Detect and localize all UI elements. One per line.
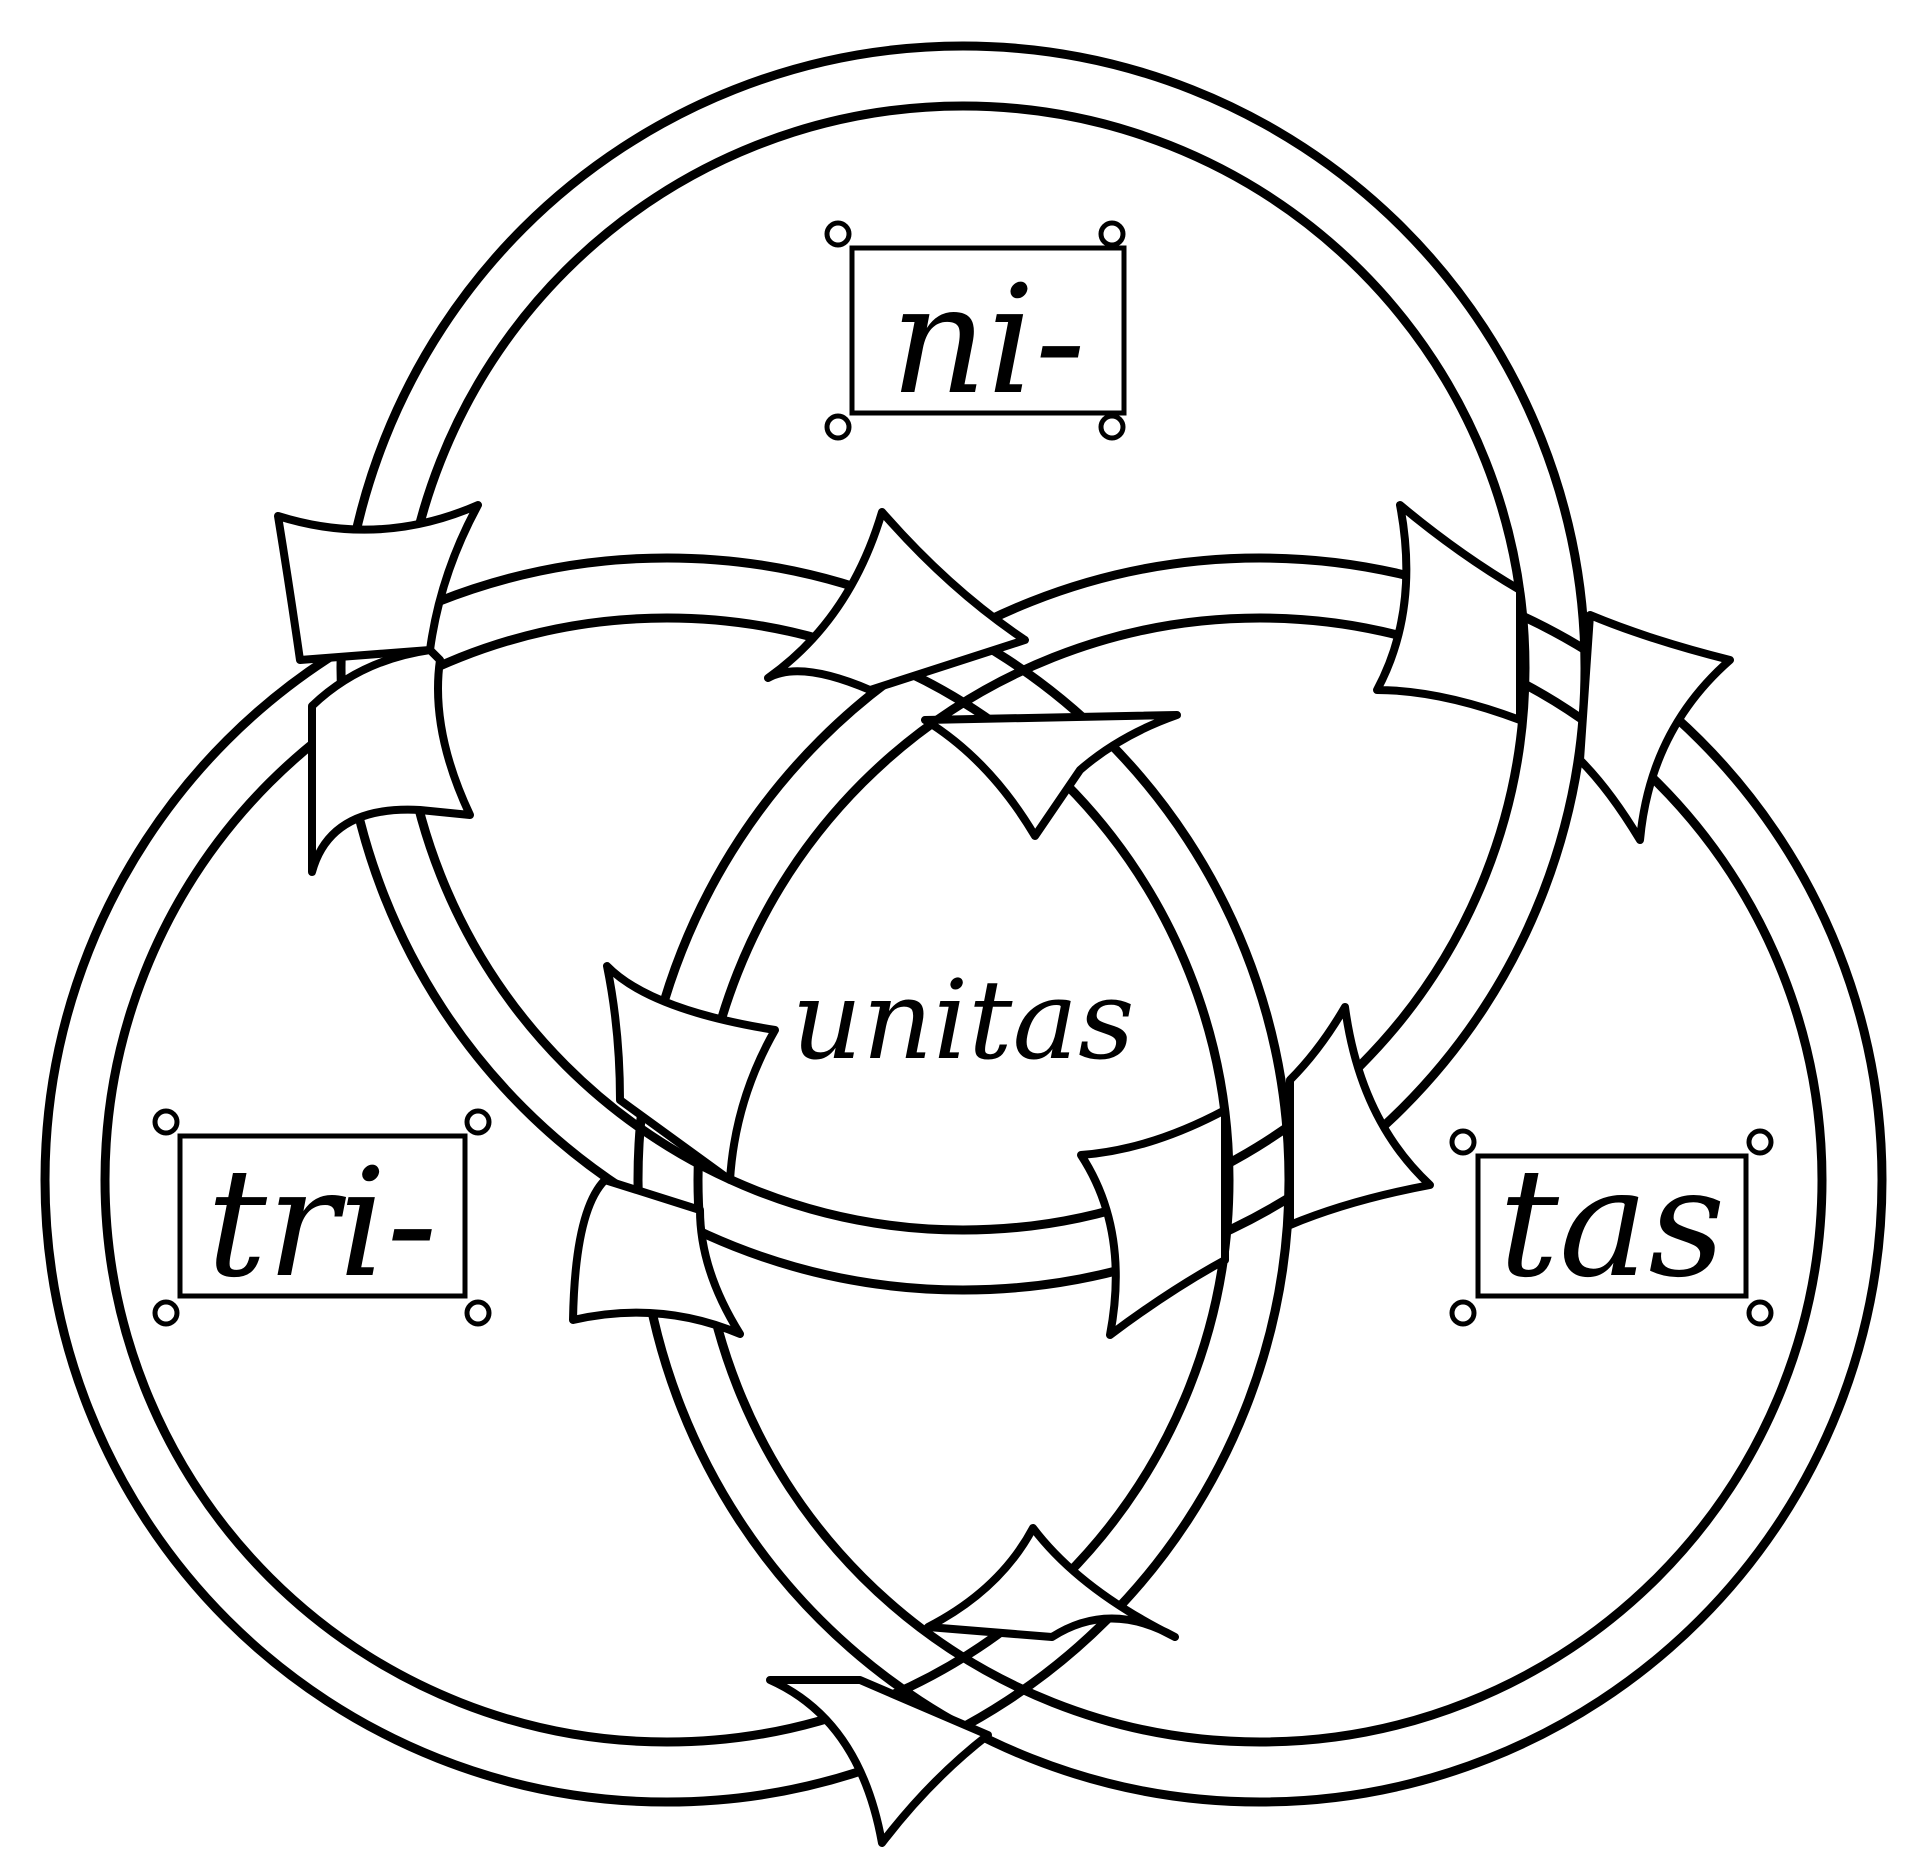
label-center: unitas [791, 956, 1134, 1084]
label-frame-top [824, 220, 1127, 441]
label-top: ni- [890, 254, 1085, 428]
arrowhead-right-center [1286, 1003, 1434, 1229]
frame-corner [824, 413, 852, 441]
ring-right [633, 553, 1887, 1807]
label-frame-left [152, 1108, 492, 1327]
frame-corner [464, 1108, 492, 1136]
label-left: tri- [207, 1137, 438, 1311]
frame-corner [1098, 220, 1126, 248]
arrowhead-center-left [603, 962, 779, 1184]
frame-corner [1449, 1128, 1477, 1156]
frame-corner [824, 220, 852, 248]
arrowhead-top-right [1373, 501, 1524, 724]
arrowhead-bottom-left [766, 1675, 992, 1847]
arrowhead-left-bottom [569, 1176, 744, 1338]
frame-corner [152, 1108, 180, 1136]
arrowhead-top-left [274, 501, 482, 664]
ring-right-outer [633, 553, 1887, 1807]
arrowhead-center-right [921, 711, 1181, 840]
label-right: tas [1499, 1137, 1726, 1311]
arrowhead-top-center [764, 508, 1029, 694]
frame-corner [1098, 413, 1126, 441]
label-frame-right [1449, 1128, 1774, 1327]
arrowhead-left-center [308, 646, 474, 876]
frame-corner [464, 1299, 492, 1327]
frame-corner [1746, 1128, 1774, 1156]
frame-corner [1746, 1299, 1774, 1327]
ring-right-inner [693, 613, 1827, 1747]
arrowhead-bottom-center [924, 1524, 1179, 1641]
frame-corner [152, 1299, 180, 1327]
frame-corner [1449, 1299, 1477, 1327]
arrowhead-center-bottom [1077, 1106, 1229, 1339]
arrowhead-right-top [1576, 611, 1734, 844]
